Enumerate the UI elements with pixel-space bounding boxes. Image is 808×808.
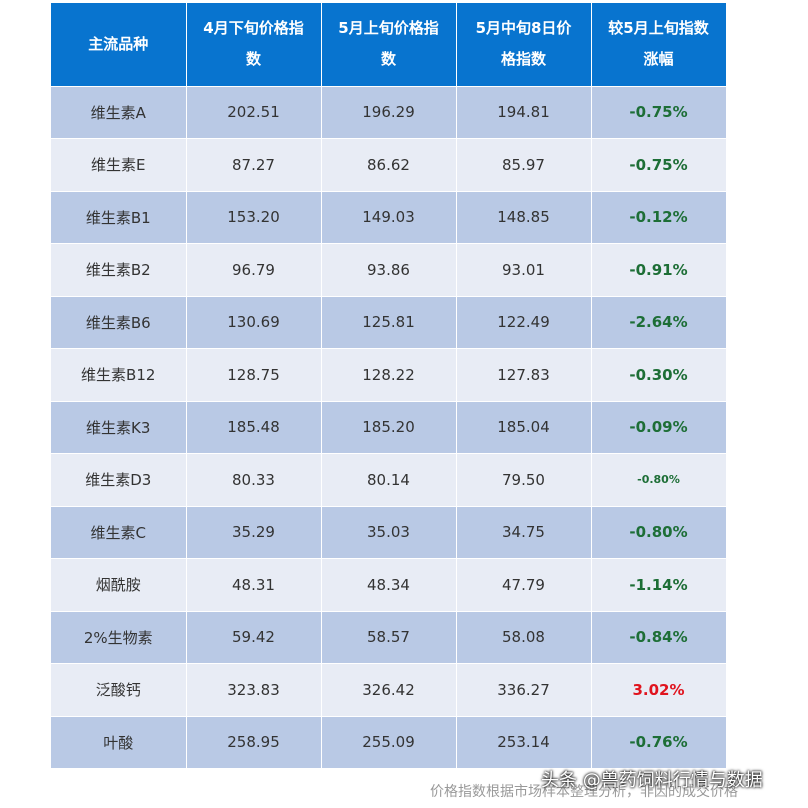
table-row: 维生素A 202.51 196.29 194.81 -0.75% [51, 86, 727, 139]
table-row: 泛酸钙 323.83 326.42 336.27 3.02% [51, 663, 727, 717]
header-row: 主流品种 4月下旬价格指数 5月上旬价格指数 5月中旬8日价格指数 较5月上旬指数涨幅 [51, 3, 727, 87]
index-cell: 122.49 [456, 296, 592, 349]
product-cell: 叶酸 [51, 716, 187, 769]
index-cell: 194.81 [456, 86, 592, 139]
price-table: 主流品种 4月下旬价格指数 5月上旬价格指数 5月中旬8日价格指数 较5月上旬指数涨幅 … [51, 3, 727, 769]
header-cell: 5月中旬8日价格指数 [456, 3, 592, 87]
index-cell: 85.97 [456, 138, 592, 192]
change-cell: -0.75% [591, 138, 727, 192]
table-row: 维生素B6 130.69 125.81 122.49 -2.64% [51, 296, 727, 349]
index-cell: 87.27 [186, 138, 322, 192]
index-cell: 35.03 [321, 506, 457, 559]
product-cell: 维生素C [51, 506, 187, 559]
table-row: 维生素B2 96.79 93.86 93.01 -0.91% [51, 243, 727, 297]
index-cell: 86.62 [321, 138, 457, 192]
index-cell: 93.01 [456, 243, 592, 297]
index-cell: 128.22 [321, 348, 457, 402]
table-row: 维生素D3 80.33 80.14 79.50 -0.80% [51, 453, 727, 507]
product-cell: 维生素E [51, 138, 187, 192]
product-cell: 维生素D3 [51, 453, 187, 507]
index-cell: 125.81 [321, 296, 457, 349]
index-cell: 93.86 [321, 243, 457, 297]
change-cell: -0.80% [591, 506, 727, 559]
change-cell: 3.02% [591, 663, 727, 717]
table-row: 烟酰胺 48.31 48.34 47.79 -1.14% [51, 558, 727, 612]
index-cell: 202.51 [186, 86, 322, 139]
change-cell: -0.09% [591, 401, 727, 454]
header-cell: 主流品种 [51, 3, 187, 87]
index-cell: 58.57 [321, 611, 457, 664]
change-cell: -0.84% [591, 611, 727, 664]
change-cell: -0.80% [591, 453, 727, 507]
index-cell: 323.83 [186, 663, 322, 717]
table-header: 主流品种 4月下旬价格指数 5月上旬价格指数 5月中旬8日价格指数 较5月上旬指数涨幅 [51, 3, 727, 87]
footer-note: 价格指数根据市场样本整理分析，非因的成交价格 [430, 784, 738, 800]
index-cell: 149.03 [321, 191, 457, 244]
product-cell: 2%生物素 [51, 611, 187, 664]
header-cell: 较5月上旬指数涨幅 [591, 3, 727, 87]
change-cell: -1.14% [591, 558, 727, 612]
index-cell: 59.42 [186, 611, 322, 664]
change-cell: -0.76% [591, 716, 727, 769]
header-cell: 5月上旬价格指数 [321, 3, 457, 87]
index-cell: 253.14 [456, 716, 592, 769]
change-cell: -0.75% [591, 86, 727, 139]
index-cell: 48.34 [321, 558, 457, 612]
table-row: 叶酸 258.95 255.09 253.14 -0.76% [51, 716, 727, 769]
product-cell: 维生素A [51, 86, 187, 139]
table-row: 维生素E 87.27 86.62 85.97 -0.75% [51, 138, 727, 192]
table-row: 维生素B12 128.75 128.22 127.83 -0.30% [51, 348, 727, 402]
index-cell: 34.75 [456, 506, 592, 559]
index-cell: 185.48 [186, 401, 322, 454]
change-cell: -0.12% [591, 191, 727, 244]
header-cell: 4月下旬价格指数 [186, 3, 322, 87]
table-row: 维生素C 35.29 35.03 34.75 -0.80% [51, 506, 727, 559]
watermark: 头条 @兽药饲料行情与数据 [541, 770, 763, 791]
index-cell: 185.20 [321, 401, 457, 454]
table-row: 2%生物素 59.42 58.57 58.08 -0.84% [51, 611, 727, 664]
index-cell: 336.27 [456, 663, 592, 717]
index-cell: 255.09 [321, 716, 457, 769]
change-cell: -0.91% [591, 243, 727, 297]
index-cell: 58.08 [456, 611, 592, 664]
product-cell: 烟酰胺 [51, 558, 187, 612]
table-row: 维生素B1 153.20 149.03 148.85 -0.12% [51, 191, 727, 244]
product-cell: 维生素B1 [51, 191, 187, 244]
product-cell: 维生素K3 [51, 401, 187, 454]
index-cell: 326.42 [321, 663, 457, 717]
index-cell: 47.79 [456, 558, 592, 612]
product-cell: 泛酸钙 [51, 663, 187, 717]
change-cell: -0.30% [591, 348, 727, 402]
index-cell: 128.75 [186, 348, 322, 402]
index-cell: 130.69 [186, 296, 322, 349]
index-cell: 148.85 [456, 191, 592, 244]
table-row: 维生素K3 185.48 185.20 185.04 -0.09% [51, 401, 727, 454]
table-body: 维生素A 202.51 196.29 194.81 -0.75% 维生素E 87.27 86.… [51, 86, 727, 769]
index-cell: 196.29 [321, 86, 457, 139]
index-cell: 127.83 [456, 348, 592, 402]
index-cell: 153.20 [186, 191, 322, 244]
product-cell: 维生素B12 [51, 348, 187, 402]
index-cell: 185.04 [456, 401, 592, 454]
index-cell: 35.29 [186, 506, 322, 559]
product-cell: 维生素B6 [51, 296, 187, 349]
index-cell: 80.33 [186, 453, 322, 507]
index-cell: 258.95 [186, 716, 322, 769]
index-cell: 79.50 [456, 453, 592, 507]
change-cell: -2.64% [591, 296, 727, 349]
product-cell: 维生素B2 [51, 243, 187, 297]
index-cell: 48.31 [186, 558, 322, 612]
index-cell: 96.79 [186, 243, 322, 297]
index-cell: 80.14 [321, 453, 457, 507]
